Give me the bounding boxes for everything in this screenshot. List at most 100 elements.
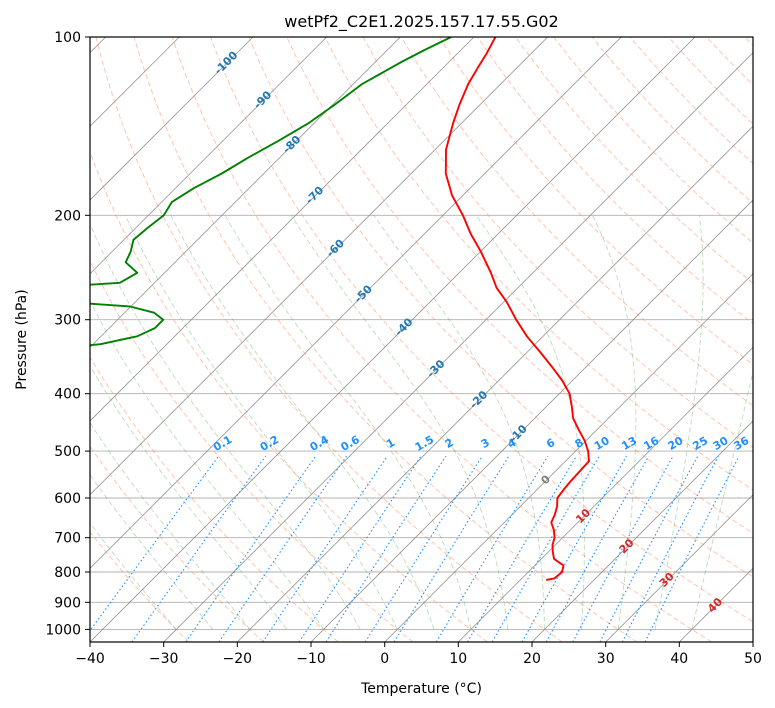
dry-adiabat-line <box>744 37 753 47</box>
isotherm-label: -30 <box>424 357 447 380</box>
mixing-ratio-label: 20 <box>666 434 686 453</box>
dry-adiabat-line <box>90 445 264 642</box>
mixing-ratio-line <box>364 455 483 642</box>
dry-adiabat-line <box>362 37 753 449</box>
moist-adiabat-line <box>90 364 288 630</box>
dry-adiabat-line <box>324 37 753 491</box>
y-axis-title: Pressure (hPa) <box>14 289 30 389</box>
mixing-ratio-line <box>572 455 674 642</box>
x-tick-label: −10 <box>296 651 326 667</box>
isotherm-line <box>90 37 622 569</box>
x-tick-label: −40 <box>75 651 105 667</box>
isotherm-label: -100 <box>212 48 241 77</box>
y-tick-label: 800 <box>54 565 81 581</box>
mixing-ratio-line <box>325 455 447 642</box>
dry-adiabat-line <box>210 37 753 623</box>
dry-adiabat-line <box>668 37 753 125</box>
y-tick-label: 500 <box>54 444 81 460</box>
mixing-ratio-label: 16 <box>641 434 661 453</box>
plot-frame <box>89 36 754 643</box>
isotherm-label: -50 <box>352 282 375 305</box>
dry-adiabat-line <box>400 37 753 407</box>
mixing-ratio-label: 3 <box>479 436 492 451</box>
moist-adiabat-line <box>90 421 251 630</box>
isotherm-label: -90 <box>251 88 274 111</box>
mixing-ratio-label: 6 <box>544 436 557 451</box>
dry-adiabat-line <box>286 37 753 534</box>
dry-adiabat-line <box>553 37 753 244</box>
moist-adiabat-line <box>224 215 472 630</box>
x-tick-label: 20 <box>523 651 541 667</box>
isotherm-line <box>90 37 327 275</box>
moist-adiabat-line <box>170 215 435 630</box>
isotherm-line <box>90 37 696 642</box>
dry-adiabat-line <box>90 150 488 642</box>
mixing-ratio-line <box>90 455 220 632</box>
dry-adiabat-line <box>171 37 712 642</box>
x-tick-label: −20 <box>223 651 253 667</box>
mixing-ratio-line <box>218 455 347 642</box>
mixing-ratio-line <box>545 455 650 642</box>
isotherm-line <box>531 420 753 642</box>
moist-adiabat-line <box>90 522 177 630</box>
mixing-ratio-line <box>435 455 549 642</box>
moist-adiabat-line <box>373 215 546 630</box>
isotherm-label: -70 <box>303 184 326 207</box>
isotherm-label: 40 <box>705 595 725 615</box>
isotherm-label: 10 <box>573 506 593 526</box>
x-tick-label: 0 <box>380 651 389 667</box>
y-tick-label: 600 <box>54 491 81 507</box>
moist-adiabat-line <box>691 369 753 630</box>
y-tick-label: 400 <box>54 387 81 403</box>
mixing-ratio-line <box>185 455 317 642</box>
mixing-ratio-label: 10 <box>592 434 612 453</box>
mixing-ratio-label: 30 <box>711 434 731 453</box>
y-tick-label: 1000 <box>45 622 81 638</box>
mixing-ratio-line <box>621 455 719 642</box>
x-tick-label: 40 <box>670 651 688 667</box>
x-axis-title: Temperature (°C) <box>360 681 482 697</box>
isotherm-line <box>605 494 753 642</box>
x-tick-label: 30 <box>597 651 615 667</box>
dry-adiabat-line <box>477 37 753 325</box>
isotherm-label: 0 <box>538 472 553 487</box>
tick-layer: −40 −30 −20 −10 0 10 20 30 40 5010020030040050060… <box>45 30 762 667</box>
moist-adiabat-line <box>591 215 637 630</box>
isotherm-line <box>310 199 753 642</box>
moist-adiabat-line <box>90 473 214 630</box>
x-tick-label: 10 <box>449 651 467 667</box>
dry-adiabat-line <box>439 37 753 365</box>
mixing-ratio-line <box>521 455 627 642</box>
mixing-ratio-line <box>298 455 422 642</box>
isotherm-line <box>752 641 753 642</box>
dry-adiabat-line <box>90 356 339 642</box>
y-tick-label: 900 <box>54 595 81 611</box>
dry-adiabat-line <box>95 37 563 642</box>
isotherm-line <box>90 37 254 201</box>
mixing-ratio-line <box>599 455 699 642</box>
isotherm-label: -60 <box>324 236 347 259</box>
moist-adiabat-line <box>475 215 585 630</box>
moist-adiabat-line <box>290 215 509 630</box>
mixing-ratio-label: 25 <box>690 434 710 453</box>
dewpoint-line <box>90 37 452 347</box>
mixing-ratio-line <box>131 455 267 642</box>
isotherm-label: 30 <box>657 570 677 590</box>
dry-adiabat-line <box>706 37 753 86</box>
x-tick-label: −30 <box>149 651 179 667</box>
isotherm-label: -20 <box>467 388 490 411</box>
x-tick-label: 50 <box>744 651 762 667</box>
moist-adiabat-line <box>90 222 361 630</box>
isotherm-line <box>90 37 475 422</box>
mixing-ratio-label: 1 <box>384 436 397 451</box>
y-tick-label: 100 <box>54 30 81 46</box>
isotherm-line <box>90 37 548 496</box>
dry-adiabat-line <box>90 259 414 642</box>
temperature-line <box>444 37 590 581</box>
grid-layer <box>90 37 753 642</box>
isotherm-line <box>458 346 753 642</box>
y-tick-label: 300 <box>54 313 81 329</box>
y-tick-label: 700 <box>54 531 81 547</box>
dry-adiabat-line <box>133 37 638 642</box>
